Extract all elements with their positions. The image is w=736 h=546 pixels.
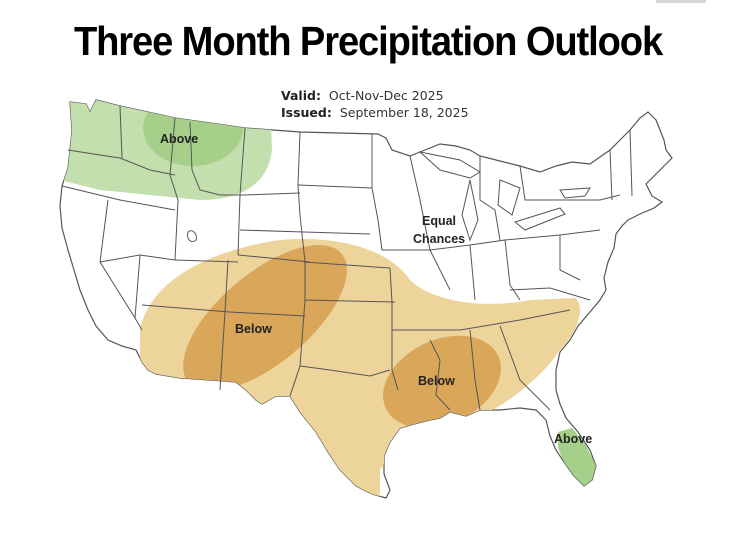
great-lakes bbox=[418, 151, 591, 242]
valid-label: Valid: bbox=[281, 88, 321, 103]
valid-value: Oct-Nov-Dec 2025 bbox=[328, 88, 444, 103]
watermark-mark bbox=[656, 0, 706, 3]
label-equal-chances-line2: Chances bbox=[413, 232, 465, 246]
outlook-meta: Valid: Oct-Nov-Dec 2025 Issued: Septembe… bbox=[281, 87, 469, 121]
above-region-northwest-inner bbox=[143, 100, 243, 166]
label-above-florida: Above bbox=[554, 432, 592, 446]
page-title: Three Month Precipitation Outlook bbox=[73, 18, 663, 64]
great-salt-lake bbox=[187, 230, 197, 243]
label-above-northwest: Above bbox=[160, 132, 198, 146]
below-region-southwest-inner bbox=[183, 245, 347, 391]
below-region-southeast-inner bbox=[383, 335, 501, 429]
valid-line: Valid: Oct-Nov-Dec 2025 bbox=[281, 87, 469, 104]
above-region-florida bbox=[558, 428, 596, 486]
label-below-southwest: Below bbox=[235, 322, 272, 336]
issued-label: Issued: bbox=[281, 105, 332, 120]
state-boundaries bbox=[61, 105, 633, 411]
label-below-southeast: Below bbox=[418, 374, 455, 388]
issued-value: September 18, 2025 bbox=[339, 105, 469, 120]
label-equal-chances-line1: Equal bbox=[422, 214, 456, 228]
issued-line: Issued: September 18, 2025 bbox=[281, 104, 469, 121]
